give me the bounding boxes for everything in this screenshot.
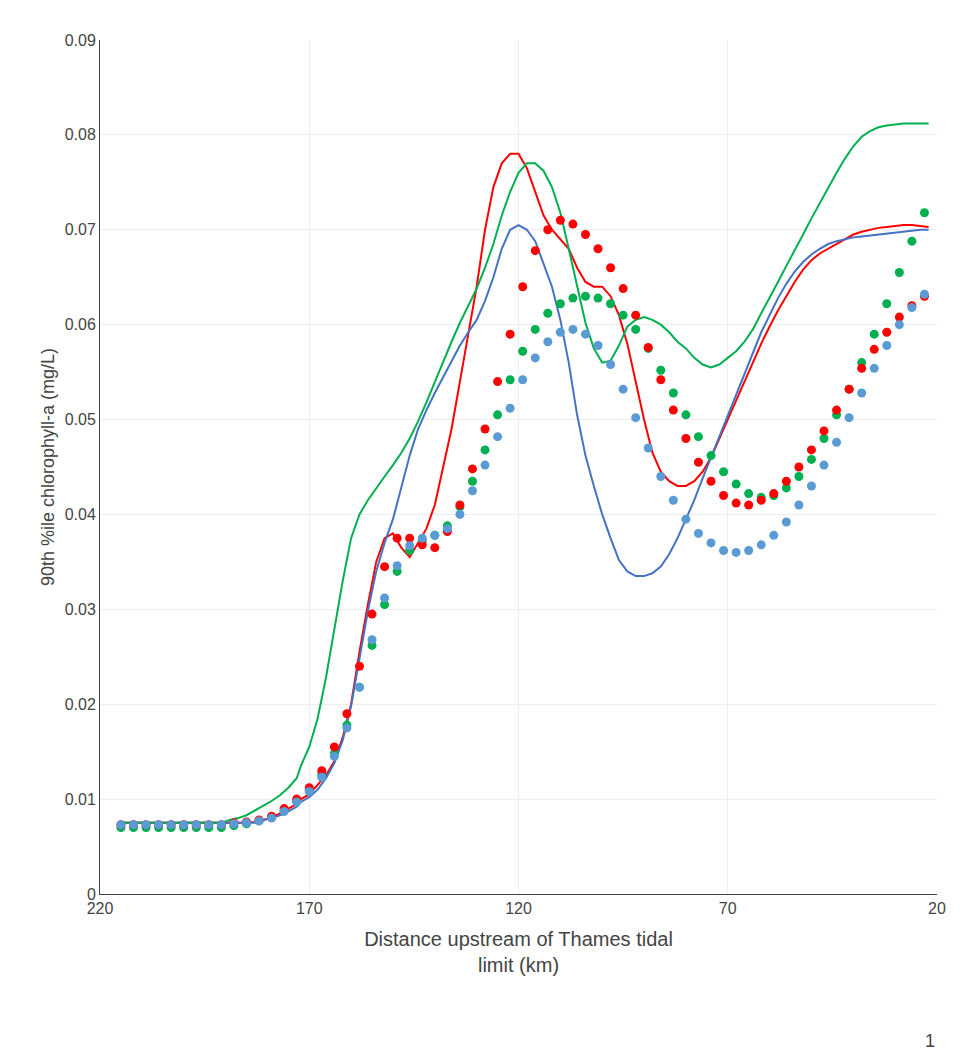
svg-text:170: 170 bbox=[296, 900, 323, 917]
svg-text:220: 220 bbox=[87, 900, 114, 917]
svg-text:1: 1 bbox=[925, 1031, 935, 1051]
svg-text:0.05: 0.05 bbox=[65, 411, 96, 428]
svg-text:0.02: 0.02 bbox=[65, 696, 96, 713]
svg-text:Distance upstream of Thames ti: Distance upstream of Thames tidallimit (… bbox=[364, 928, 673, 976]
svg-text:0.08: 0.08 bbox=[65, 126, 96, 143]
svg-text:20: 20 bbox=[928, 900, 946, 917]
svg-text:70: 70 bbox=[719, 900, 737, 917]
svg-text:0: 0 bbox=[87, 886, 96, 903]
svg-text:0.09: 0.09 bbox=[65, 32, 96, 49]
svg-text:120: 120 bbox=[505, 900, 532, 917]
svg-text:0.06: 0.06 bbox=[65, 316, 96, 333]
svg-text:0.07: 0.07 bbox=[65, 221, 96, 238]
svg-text:0.01: 0.01 bbox=[65, 791, 96, 808]
svg-text:90th %ile chlorophyll-a (mg/L): 90th %ile chlorophyll-a (mg/L) bbox=[38, 348, 58, 586]
svg-text:0.03: 0.03 bbox=[65, 601, 96, 618]
svg-text:0.04: 0.04 bbox=[65, 506, 96, 523]
